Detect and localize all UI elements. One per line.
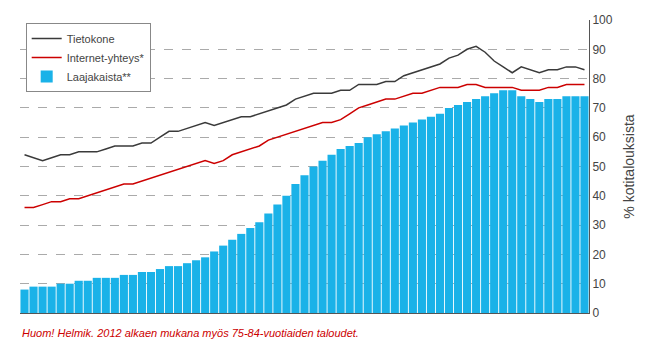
svg-text:Tietokone: Tietokone [67, 33, 115, 45]
svg-text:30: 30 [592, 218, 606, 232]
svg-text:20: 20 [592, 248, 606, 262]
svg-text:50: 50 [592, 160, 606, 174]
svg-text:70: 70 [592, 101, 606, 115]
svg-text:60: 60 [592, 130, 606, 144]
svg-text:40: 40 [592, 189, 606, 203]
svg-text:Huom! Helmik. 2012 alkaen muka: Huom! Helmik. 2012 alkaen mukana myös 75… [22, 327, 359, 339]
svg-text:100: 100 [592, 13, 612, 27]
svg-text:0: 0 [592, 306, 599, 320]
svg-text:Internet-yhteys*: Internet-yhteys* [67, 52, 145, 64]
svg-text:10: 10 [592, 277, 606, 291]
svg-text:Laajakaista**: Laajakaista** [67, 71, 132, 83]
svg-text:% kotitalouksista: % kotitalouksista [621, 114, 637, 218]
svg-text:80: 80 [592, 72, 606, 86]
svg-text:90: 90 [592, 43, 606, 57]
